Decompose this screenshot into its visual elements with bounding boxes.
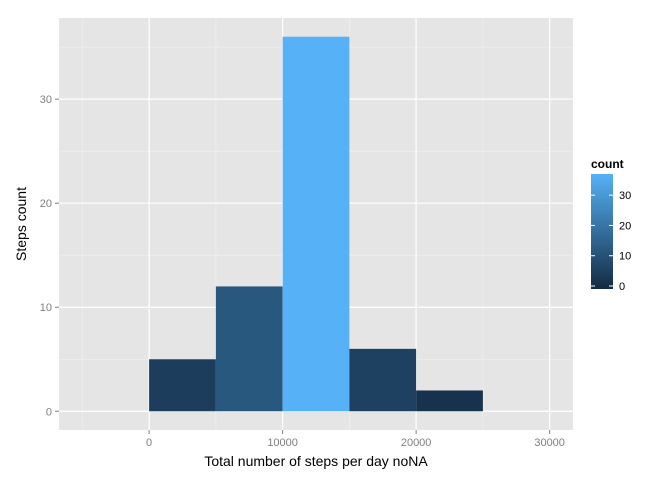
x-axis-title: Total number of steps per day noNA [204, 453, 428, 469]
y-axis-title: Steps count [13, 187, 29, 261]
legend-tick-label: 30 [619, 190, 631, 202]
legend-colorbar [591, 174, 613, 289]
x-tick-label: 0 [146, 437, 152, 449]
histogram-bar [282, 36, 350, 412]
y-tick-label: 30 [40, 94, 52, 106]
y-tick-label: 20 [40, 198, 52, 210]
color-legend: count 0 10 20 30 [591, 157, 631, 293]
histogram-bar [349, 348, 417, 412]
histogram-bar [149, 359, 216, 412]
y-axis-ticks: 0 10 20 30 [40, 94, 59, 418]
y-tick-label: 0 [46, 406, 52, 418]
legend-tick-label: 0 [619, 281, 625, 293]
x-tick-label: 30000 [534, 437, 565, 449]
legend-title: count [591, 157, 624, 171]
legend-tick-label: 10 [619, 251, 631, 263]
legend-ticks: 0 10 20 30 [591, 190, 631, 293]
legend-tick-label: 20 [619, 220, 631, 232]
x-tick-label: 10000 [267, 437, 298, 449]
histogram-bar [416, 390, 483, 412]
histogram-bar [215, 286, 283, 412]
x-axis-ticks: 0 10000 20000 30000 [146, 430, 565, 449]
y-tick-label: 10 [40, 302, 52, 314]
histogram-bars [149, 36, 483, 412]
x-tick-label: 20000 [401, 437, 432, 449]
